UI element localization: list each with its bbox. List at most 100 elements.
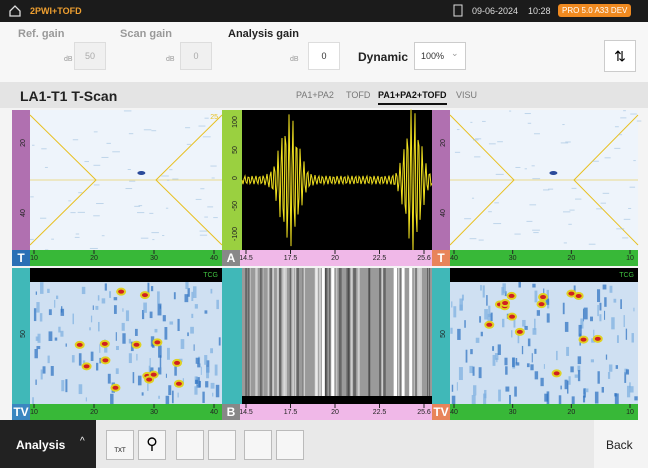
scan-texture xyxy=(490,312,493,322)
scan-texture xyxy=(527,122,532,124)
scan-texture xyxy=(154,328,158,333)
scan-texture xyxy=(186,143,192,145)
x-axis-strip xyxy=(222,404,432,420)
scan-texture xyxy=(505,366,508,375)
mode-menu[interactable]: Analysis ^ xyxy=(0,420,96,468)
dynamic-select[interactable]: 100% ⌄ xyxy=(414,42,466,70)
scan-texture xyxy=(101,156,109,158)
scan-texture xyxy=(204,355,208,365)
scan-texture xyxy=(214,364,218,376)
scan-texture xyxy=(515,362,520,366)
scan-texture xyxy=(82,360,86,364)
x-tick-label: 20 xyxy=(567,255,575,262)
scan-texture xyxy=(629,186,636,188)
panel-tag xyxy=(222,250,240,266)
scan-texture xyxy=(472,139,479,141)
scan-texture xyxy=(514,233,521,235)
scan-texture xyxy=(533,232,539,234)
scan-texture xyxy=(623,315,625,327)
scan-texture xyxy=(190,326,194,334)
scan-texture xyxy=(210,348,214,354)
scan-texture xyxy=(137,375,142,386)
home-icon[interactable] xyxy=(8,4,22,18)
chevron: ^ xyxy=(80,436,85,447)
scan-texture xyxy=(544,393,548,402)
scan-texture xyxy=(624,371,627,383)
tab[interactable]: VISU xyxy=(456,90,478,100)
scan-views: 25 20 40 10 20 30 40 T 100 50 0 -50 -100 14.5 17.5 20 22… xyxy=(12,109,642,420)
tab-active[interactable]: PA1+PA2+TOFD xyxy=(378,90,447,105)
tab[interactable]: TOFD xyxy=(346,90,371,100)
scan-texture xyxy=(636,120,642,122)
scan-texture xyxy=(211,177,215,179)
scan-texture xyxy=(459,304,463,311)
scan-texture xyxy=(633,160,636,162)
screenshot-button[interactable] xyxy=(244,430,272,460)
scan-texture xyxy=(159,305,161,309)
export-icon[interactable] xyxy=(452,4,464,18)
scan-stripe xyxy=(318,268,321,404)
scan-stripe xyxy=(278,268,282,404)
scan-texture xyxy=(109,291,112,298)
scan-texture xyxy=(35,379,37,385)
scan-texture xyxy=(51,238,54,240)
scan-texture xyxy=(165,373,167,378)
status-bar: 2PWI+TOFD 09-06-2024 10:28 PRO 5.0 A33 D… xyxy=(0,0,648,22)
scan-texture xyxy=(44,166,48,168)
scan-stripe xyxy=(400,268,402,404)
scan-texture xyxy=(505,386,510,392)
ruler xyxy=(222,268,242,404)
scan-texture xyxy=(511,330,513,338)
scan-stripe xyxy=(397,268,400,404)
scan-texture xyxy=(174,366,177,376)
scan-texture xyxy=(450,327,453,334)
scan-texture xyxy=(609,285,613,293)
scan-texture xyxy=(206,366,210,379)
indication xyxy=(101,341,108,346)
indication xyxy=(112,385,119,390)
scan-texture xyxy=(65,343,67,347)
tab[interactable]: PA1+PA2 xyxy=(296,90,334,100)
scan-texture xyxy=(165,207,169,209)
scan-texture xyxy=(30,196,34,198)
scan-texture xyxy=(583,388,586,398)
layout-button[interactable] xyxy=(176,430,204,460)
sort-button[interactable]: ⇅ xyxy=(604,40,636,72)
scan-texture xyxy=(33,308,37,322)
txt-export-button[interactable]: TXT xyxy=(106,430,134,460)
indication xyxy=(133,342,140,347)
scan-texture xyxy=(521,345,524,355)
scan-texture xyxy=(36,302,40,313)
scan-texture xyxy=(60,308,65,316)
mode-label: Analysis xyxy=(16,438,66,452)
scan-stripe xyxy=(401,268,405,404)
gain-input[interactable]: 0 xyxy=(308,42,340,70)
report-button[interactable] xyxy=(208,430,236,460)
x-tick-label: 22.5 xyxy=(373,409,387,416)
gain-input[interactable]: 50 xyxy=(74,42,106,70)
back-button[interactable]: Back xyxy=(594,420,648,468)
panel-tag-label: TV xyxy=(13,405,28,419)
scan-texture xyxy=(600,202,607,204)
indication xyxy=(174,360,181,365)
scan-texture xyxy=(629,386,634,393)
scan-texture xyxy=(484,309,488,320)
gain-label: Ref. gain xyxy=(18,28,65,40)
link-button[interactable]: ⚲ xyxy=(138,430,166,460)
toolbar: Analysis ^ TXT ⚲ Back xyxy=(0,420,648,468)
scan-texture xyxy=(548,188,554,190)
scan-texture xyxy=(502,283,506,294)
scan-texture xyxy=(32,397,34,407)
scan-texture xyxy=(479,316,482,323)
scan-texture xyxy=(169,321,174,325)
scan-texture xyxy=(127,169,131,171)
scan-texture xyxy=(128,338,131,344)
scan-texture xyxy=(35,291,38,295)
scan-texture xyxy=(136,353,138,361)
scan-texture xyxy=(459,298,463,311)
date: 09-06-2024 xyxy=(472,6,519,16)
save-button[interactable] xyxy=(276,430,304,460)
gain-input[interactable]: 0 xyxy=(180,42,212,70)
scan-texture xyxy=(58,326,61,333)
scan-texture xyxy=(616,228,625,230)
